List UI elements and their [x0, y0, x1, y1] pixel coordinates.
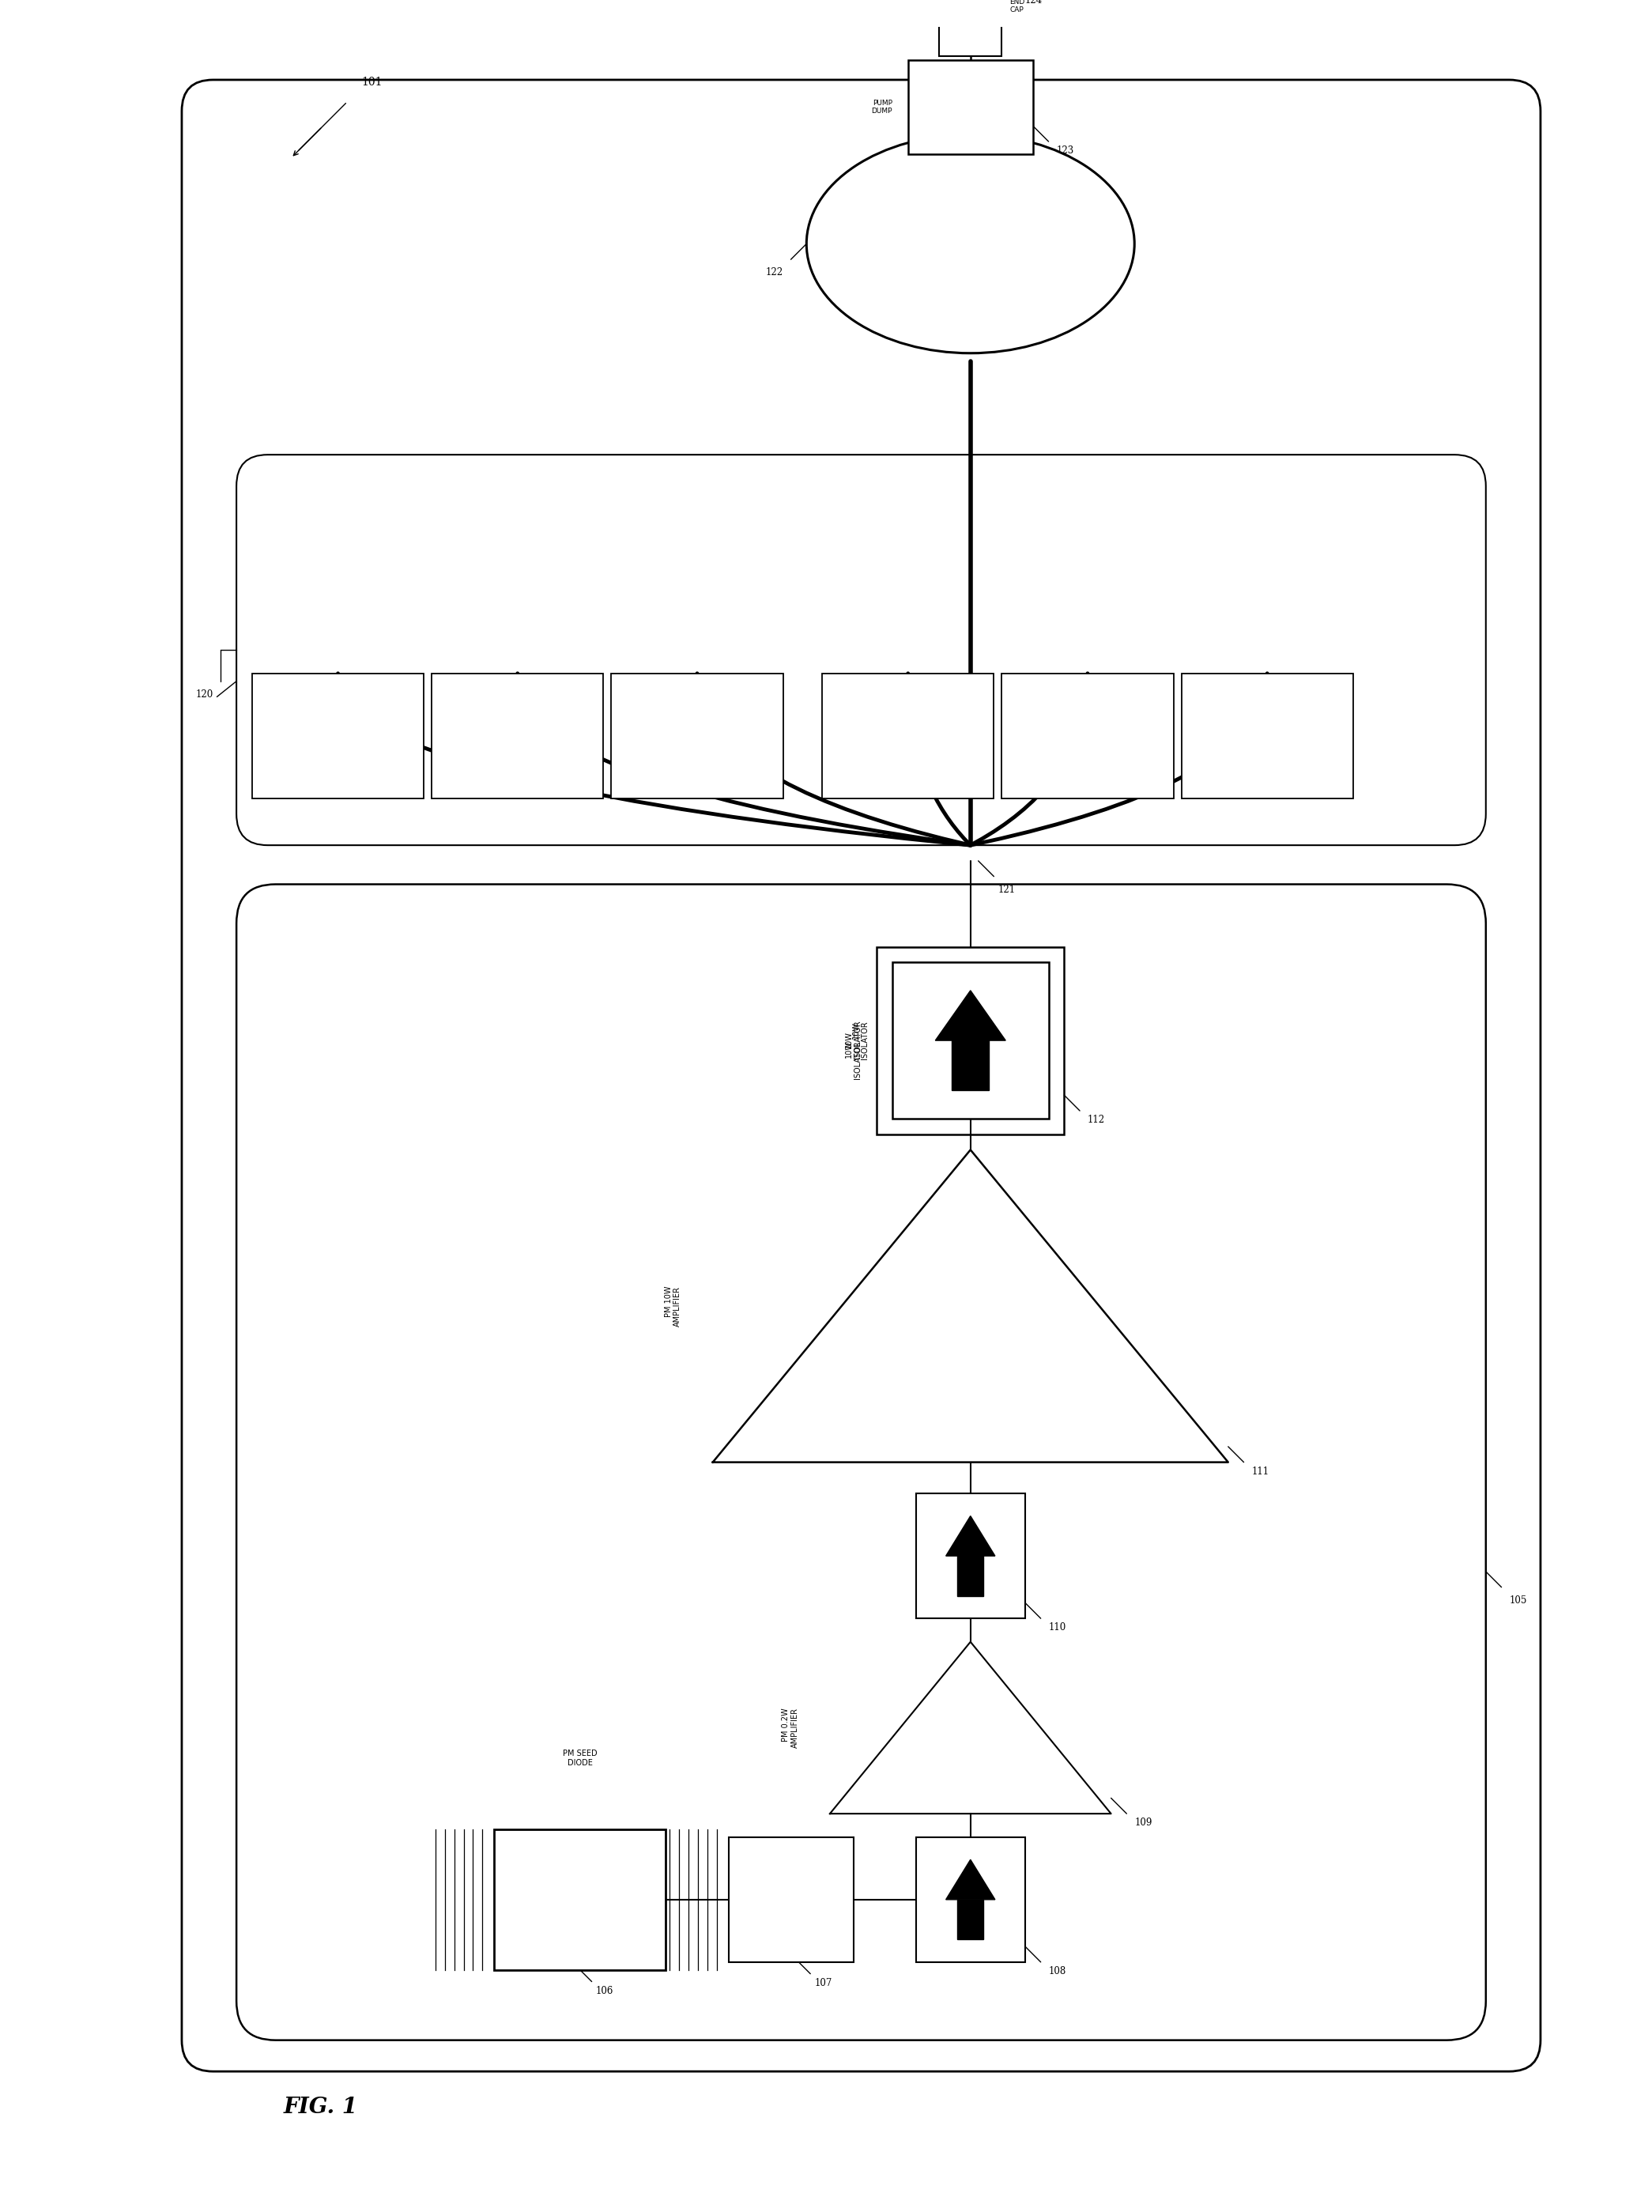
Text: 10W
ISOLATOR: 10W ISOLATOR	[852, 1022, 869, 1060]
Text: 111: 111	[1252, 1467, 1269, 1475]
Text: 10W
ISOLATOR: 10W ISOLATOR	[844, 1020, 862, 1060]
Bar	[823, 672, 995, 799]
Text: 101: 101	[362, 77, 382, 88]
Text: 10W
ISOLATOR: 10W ISOLATOR	[844, 1040, 862, 1079]
Text: PM Yb
DCF: PM Yb DCF	[957, 228, 985, 246]
Text: PUMP: PUMP	[506, 732, 529, 739]
Bar	[915, 1493, 1026, 1619]
Text: 105: 105	[1510, 1595, 1526, 1606]
Bar	[611, 672, 783, 799]
Text: 108: 108	[1049, 1966, 1066, 1975]
Text: 124: 124	[1026, 0, 1042, 7]
Bar	[1001, 672, 1173, 799]
Text: 106: 106	[596, 1986, 613, 1995]
Bar	[892, 962, 1049, 1119]
Text: PM 0.2W
AMPLIFIER: PM 0.2W AMPLIFIER	[781, 1708, 798, 1747]
Polygon shape	[935, 991, 1006, 1040]
Text: 120: 120	[195, 688, 213, 699]
Text: 109: 109	[1135, 1818, 1151, 1827]
Bar	[1181, 672, 1353, 799]
FancyBboxPatch shape	[236, 885, 1485, 2039]
Text: 107: 107	[814, 1978, 833, 1989]
Polygon shape	[958, 1555, 983, 1595]
FancyBboxPatch shape	[182, 80, 1541, 2070]
Text: PUMP
DUMP: PUMP DUMP	[871, 100, 892, 115]
Text: PUMP: PUMP	[325, 732, 350, 739]
Bar	[494, 1829, 666, 1971]
Bar	[915, 1838, 1026, 1962]
Ellipse shape	[806, 135, 1135, 354]
Text: PUMP: PUMP	[686, 732, 709, 739]
Polygon shape	[947, 1515, 995, 1555]
Text: DFBL: DFBL	[567, 1896, 593, 1905]
Bar	[940, 18, 1001, 55]
FancyBboxPatch shape	[236, 456, 1485, 845]
Bar	[431, 672, 603, 799]
Text: PUMP: PUMP	[1256, 732, 1279, 739]
Polygon shape	[958, 1900, 983, 1940]
Text: PM SEED
DIODE: PM SEED DIODE	[563, 1750, 598, 1767]
Text: PM 10W
AMPLIFIER: PM 10W AMPLIFIER	[664, 1285, 682, 1327]
Text: PM: PM	[783, 1896, 798, 1905]
Text: FIG. 1: FIG. 1	[282, 2097, 357, 2119]
Polygon shape	[947, 1860, 995, 1900]
Text: 122: 122	[765, 268, 783, 276]
Text: PUMP: PUMP	[897, 732, 920, 739]
Bar	[253, 672, 425, 799]
Bar	[877, 947, 1064, 1135]
Bar	[909, 60, 1032, 155]
Bar	[729, 1838, 854, 1962]
Text: END
CAP: END CAP	[1009, 0, 1024, 13]
Text: 123: 123	[1056, 146, 1074, 155]
Text: PUMP: PUMP	[1075, 732, 1099, 739]
Polygon shape	[952, 1040, 990, 1091]
Text: 112: 112	[1087, 1115, 1105, 1126]
Text: 110: 110	[1049, 1621, 1066, 1632]
Text: 121: 121	[998, 885, 1016, 894]
